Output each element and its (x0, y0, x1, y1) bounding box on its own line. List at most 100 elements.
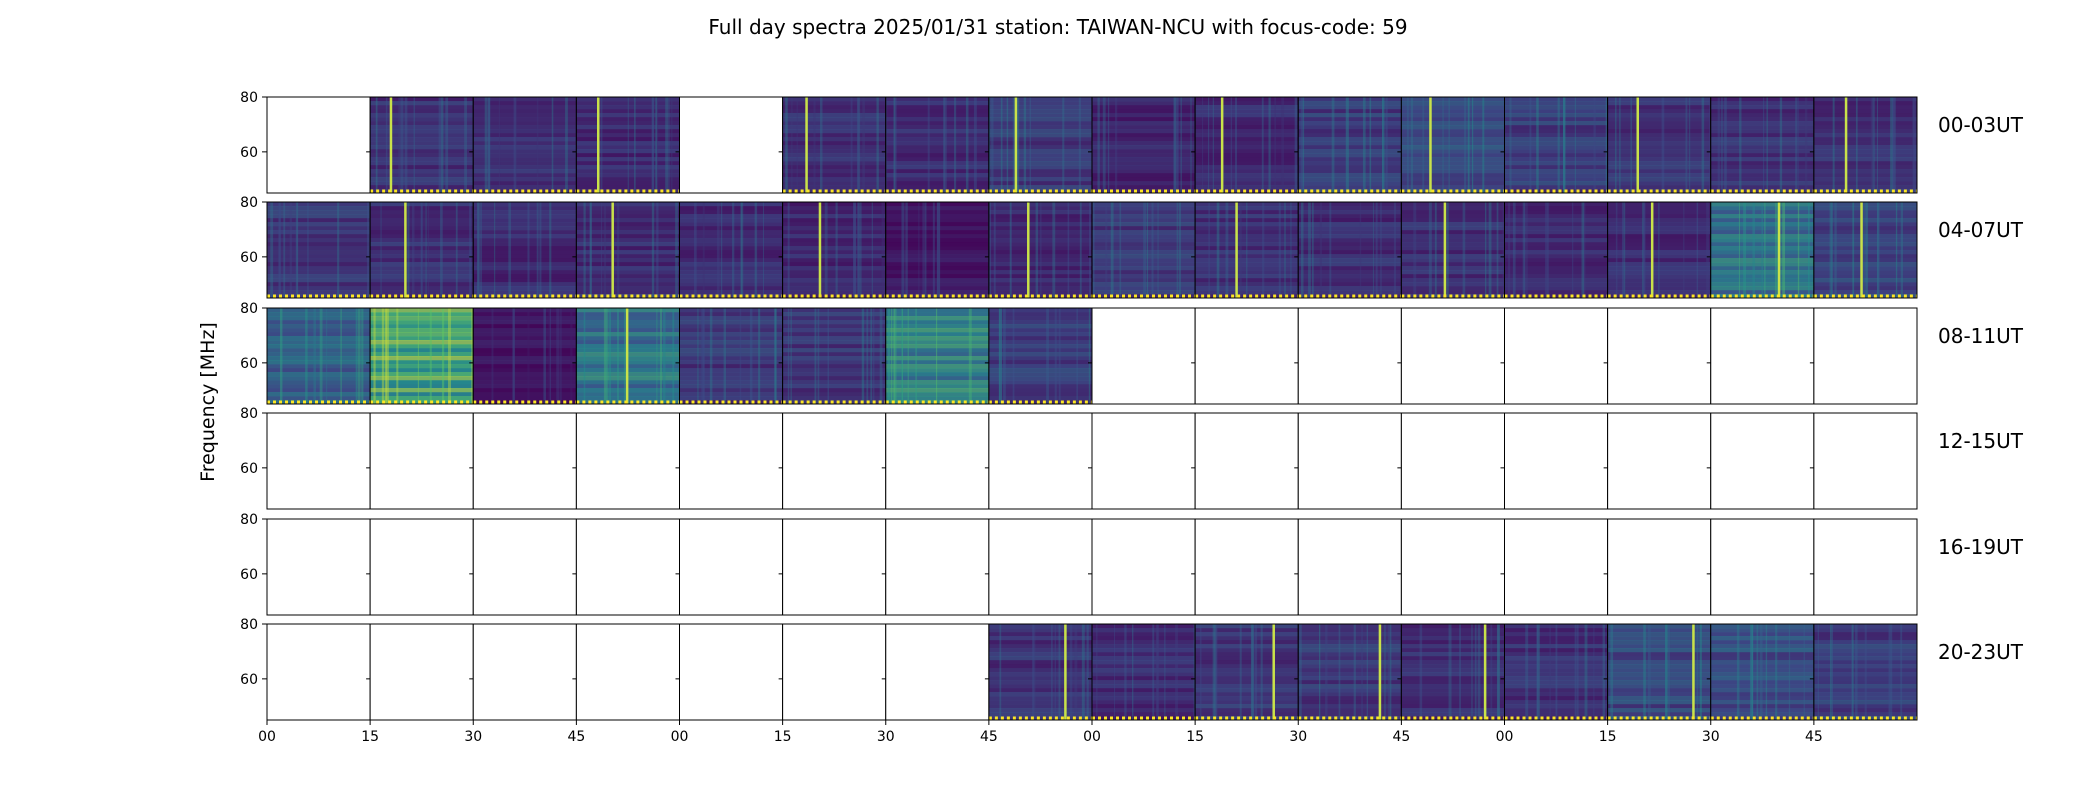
spectrum-band (370, 246, 474, 251)
spectrum-streak (1329, 202, 1332, 298)
spectrum-band (1710, 684, 1814, 689)
spectrum-band (1607, 230, 1711, 235)
spectrum-streak (1201, 97, 1204, 193)
spectrum-band (473, 274, 577, 279)
spectrum-band (1504, 692, 1608, 697)
spectrum-band (782, 380, 886, 385)
spectrum-band (370, 157, 474, 162)
spectrum-band (1813, 125, 1917, 130)
y-tick-label: 60 (240, 356, 258, 372)
spectrum-band (885, 364, 989, 369)
spectrum-band (988, 624, 1092, 629)
spectrum-band (473, 286, 577, 291)
spectrum-band (1504, 117, 1608, 122)
empty-panel (1710, 308, 1814, 404)
spectrum-streak (720, 202, 723, 298)
spectrum-band (1607, 234, 1711, 239)
spectrum-band (1401, 278, 1505, 283)
spectrum-band (885, 214, 989, 219)
spectrum-band (1710, 153, 1814, 158)
empty-panel (473, 624, 577, 720)
spectrum-streak (477, 202, 480, 298)
spectrum-band (473, 246, 577, 251)
spectrum-band (1401, 226, 1505, 231)
spectrum-band (679, 286, 783, 291)
spectrum-band (1298, 664, 1402, 669)
spectrum-band (1504, 696, 1608, 701)
spectrum-band (1401, 141, 1505, 146)
spectrum-streak (484, 97, 488, 193)
spectrum-band (1710, 652, 1814, 657)
spectrum-panel (1092, 413, 1196, 509)
spectrum-streak (1046, 308, 1049, 404)
spectrum-band (1195, 177, 1299, 182)
spectrum-band (679, 238, 783, 243)
spectrum-band (988, 141, 1092, 146)
spectrum-panel (1195, 624, 1299, 720)
spectrum-band (1813, 185, 1917, 190)
spectrum-streak (1683, 202, 1685, 298)
spectrum-band (1607, 222, 1711, 227)
spectrum-streak (655, 97, 659, 193)
spectrum-band (1504, 137, 1608, 142)
spectrum-band (473, 113, 577, 118)
spectrum-streak (477, 202, 480, 298)
spectrum-panel (267, 519, 371, 615)
spectrum-streak (1029, 97, 1031, 193)
spectrum-band (782, 141, 886, 146)
spectrum-band (1092, 117, 1196, 122)
spectrum-band (370, 254, 474, 259)
spectrum-band (1504, 624, 1608, 629)
spectrum-band (1195, 157, 1299, 162)
burst-line (404, 202, 407, 298)
spectrum-band (370, 312, 474, 317)
spectrum-band (1401, 149, 1505, 154)
spectrum-band (1401, 181, 1505, 186)
spectrum-band (988, 320, 1092, 325)
spectrum-band (370, 234, 474, 239)
spectrum-band (1504, 189, 1608, 193)
spectrum-streak (1251, 624, 1254, 720)
spectrum-panel (885, 413, 989, 509)
spectrum-band (1092, 109, 1196, 114)
spectrum-band (473, 141, 577, 146)
spectrum-panel (885, 97, 989, 193)
spectrum-panel (576, 519, 680, 615)
spectrum-band (679, 348, 783, 353)
spectrum-streak (1865, 202, 1868, 298)
spectrum-band (782, 117, 886, 122)
spectrum-band (679, 294, 783, 298)
spectrum-band (1710, 169, 1814, 174)
spectrum-band (267, 242, 371, 247)
spectrum-band (782, 266, 886, 271)
spectrum-band (1504, 636, 1608, 641)
spectrum-band (473, 222, 577, 227)
empty-panel (679, 97, 783, 193)
spectrum-band (1298, 636, 1402, 641)
spectrum-streak (1419, 624, 1423, 720)
spectrum-band (370, 105, 474, 110)
spectrum-band (988, 644, 1092, 649)
spectrum-streak (361, 308, 364, 404)
spectrum-band (988, 246, 1092, 251)
spectrum-streak (1362, 97, 1366, 193)
spectrum-band (1298, 704, 1402, 709)
spectrum-streak (999, 624, 1002, 720)
spectrum-streak (407, 202, 410, 298)
spectrum-band (576, 149, 680, 154)
spectrum-streak (1012, 308, 1015, 404)
spectrum-streak (1665, 624, 1668, 720)
spectrum-streak (1119, 202, 1122, 298)
spectrum-band (370, 340, 474, 345)
spectrum-streak (1252, 624, 1256, 720)
spectrum-band (370, 336, 474, 341)
spectrum-band (1092, 210, 1196, 215)
spectrum-streak (1667, 624, 1671, 720)
spectrum-band (1504, 266, 1608, 271)
spectrum-band (576, 121, 680, 126)
spectrum-streak (1738, 202, 1741, 298)
spectrum-band (782, 316, 886, 321)
spectrum-band (267, 388, 371, 393)
spectrum-panel (370, 519, 474, 615)
